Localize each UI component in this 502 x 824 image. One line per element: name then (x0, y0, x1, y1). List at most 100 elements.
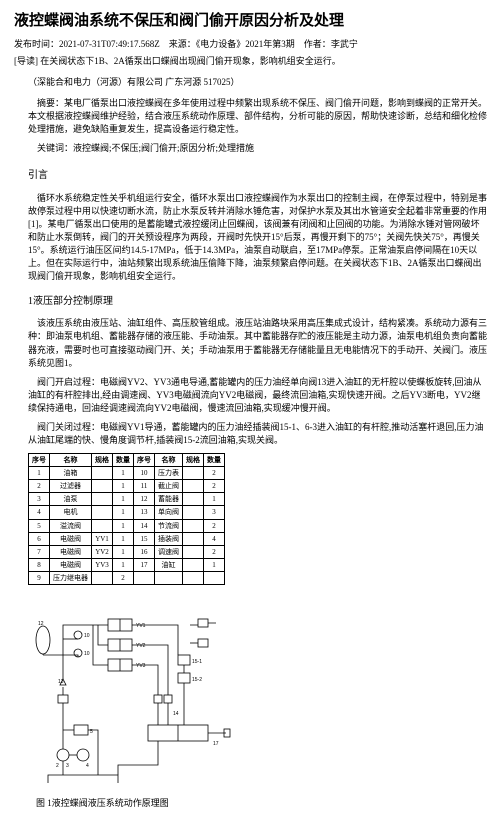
table-cell (92, 506, 113, 519)
table-header-cell: 名称 (50, 453, 92, 466)
table-cell: 插装阀 (155, 532, 183, 545)
table-cell: 压力继电器 (50, 572, 92, 585)
table-cell: 2 (204, 480, 225, 493)
svg-text:17: 17 (213, 741, 219, 747)
author-label: 作者： (304, 39, 331, 49)
table-cell: 16 (134, 545, 155, 558)
intro-heading: 引言 (28, 169, 488, 184)
svg-text:10: 10 (84, 651, 90, 657)
svg-text:5: 5 (90, 729, 93, 735)
table-cell: 油泵 (50, 493, 92, 506)
table-cell (204, 572, 225, 585)
table-cell: 4 (29, 506, 50, 519)
table-cell (183, 506, 204, 519)
table-cell: 1 (113, 493, 134, 506)
table-cell (183, 493, 204, 506)
table-cell: 1 (29, 466, 50, 479)
intro-paragraph: 循环水系统稳定性关乎机组运行安全，循环水泵出口液控蝶阀作为水泵出口的控制主阀，在… (28, 192, 488, 283)
table-cell: 节流阀 (155, 519, 183, 532)
s1-p3-body: 阀门关闭过程：电磁阀YV1导通，蓄能罐内的压力油经插装阀15-1、6-3进入油缸… (28, 422, 484, 445)
s1-p1: 该液压系统由液压站、油缸组件、高压胶管组成。液压站油路块采用高压集成式设计，结构… (28, 317, 488, 369)
keywords-block: 关键词：液控蝶阀;不保压;阀门偷开;原因分析;处理措施 (28, 142, 488, 155)
table-header-cell: 数量 (113, 453, 134, 466)
table-cell: YV3 (92, 558, 113, 571)
pub-time: 2021-07-31T07:49:17.568Z (59, 39, 160, 49)
table-cell: 14 (134, 519, 155, 532)
table-cell (183, 532, 204, 545)
table-cell: 1 (113, 558, 134, 571)
table-cell (92, 480, 113, 493)
s1-heading: 1液压部分控制原理 (28, 295, 488, 310)
table-row: 3油泵112蓄能器1 (29, 493, 225, 506)
table-header-cell: 规格 (183, 453, 204, 466)
table-cell: 7 (29, 545, 50, 558)
svg-text:YV3: YV3 (136, 663, 146, 669)
table-cell: 1 (204, 558, 225, 571)
svg-text:15-2: 15-2 (192, 677, 202, 683)
abstract-body: 某电厂循泵出口液控蝶阀在多年使用过程中频繁出现系统不保压、阀门偷开问题，影响到蝶… (28, 98, 487, 134)
table-cell: 1 (113, 466, 134, 479)
table-cell (183, 572, 204, 585)
table-cell: 电磁阀 (50, 532, 92, 545)
table-cell: 4 (204, 532, 225, 545)
table-cell: 1 (113, 532, 134, 545)
table-cell: 17 (134, 558, 155, 571)
table-header-cell: 数量 (204, 453, 225, 466)
table-cell: 油箱 (50, 466, 92, 479)
table-cell (183, 519, 204, 532)
table-header-cell: 序号 (134, 453, 155, 466)
table-cell: 13 (134, 506, 155, 519)
hydraulic-schematic-svg: 12 10 10 2 3 4 5 YV1 YV2 YV3 15-1 15-2 1… (28, 595, 238, 795)
abstract-block: 摘要：某电厂循泵出口液控蝶阀在多年使用过程中频繁出现系统不保压、阀门偷开问题，影… (28, 97, 488, 136)
svg-text:YV1: YV1 (136, 623, 146, 629)
article-title: 液控蝶阀油系统不保压和阀门偷开原因分析及处理 (14, 10, 488, 32)
table-cell: 10 (134, 466, 155, 479)
table-row: 1油箱110压力表2 (29, 466, 225, 479)
table-cell: 3 (204, 506, 225, 519)
svg-text:3: 3 (66, 763, 69, 769)
table-cell: YV1 (92, 532, 113, 545)
table-cell (134, 572, 155, 585)
svg-text:15-1: 15-1 (192, 659, 202, 665)
lead-note: [导读] 在关阀状态下1B、2A循泵出口蝶阀出现阀门偷开现象，影响机组安全运行。 (14, 55, 488, 68)
keywords-label: 关键词： (37, 143, 73, 153)
svg-text:4: 4 (86, 763, 89, 769)
svg-text:13: 13 (58, 679, 64, 685)
table-cell (183, 480, 204, 493)
s1-p2-body: 阀门开启过程：电磁阀YV2、YV3通电导通,蓄能罐内的压力油经单向阀13进入油缸… (28, 377, 482, 413)
source-value: 《电力设备》2021年第3期 (196, 39, 295, 49)
parts-table: 序号名称规格数量序号名称规格数量 1油箱110压力表22过滤器111截止阀23油… (28, 453, 225, 585)
table-cell: 12 (134, 493, 155, 506)
table-cell (92, 572, 113, 585)
table-cell: 截止阀 (155, 480, 183, 493)
hydraulic-schematic-figure: 12 10 10 2 3 4 5 YV1 YV2 YV3 15-1 15-2 1… (28, 595, 238, 795)
table-row: 8电磁阀YV3117油缸1 (29, 558, 225, 571)
table-cell: 2 (204, 519, 225, 532)
table-row: 9压力继电器 2 (29, 572, 225, 585)
table-cell: 1 (113, 480, 134, 493)
table-row: 2过滤器111截止阀2 (29, 480, 225, 493)
table-cell: 油缸 (155, 558, 183, 571)
table-cell (92, 519, 113, 532)
table-cell: YV2 (92, 545, 113, 558)
meta-row: 发布时间：2021-07-31T07:49:17.568Z 来源：《电力设备》2… (14, 38, 488, 51)
table-row: 4电机113单向阀3 (29, 506, 225, 519)
table-cell: 1 (113, 506, 134, 519)
table-row: 6电磁阀YV1115插装阀4 (29, 532, 225, 545)
table-cell: 5 (29, 519, 50, 532)
svg-text:12: 12 (38, 621, 44, 627)
table-cell: 1 (113, 545, 134, 558)
table-cell (183, 558, 204, 571)
table-cell: 蓄能器 (155, 493, 183, 506)
table-cell: 2 (29, 480, 50, 493)
table-header-cell: 规格 (92, 453, 113, 466)
table-cell: 2 (113, 572, 134, 585)
figure1-caption: 图 1液控蝶阀液压系统动作原理图 (36, 797, 488, 810)
svg-text:10: 10 (84, 633, 90, 639)
keywords-body: 液控蝶阀;不保压;阀门偷开;原因分析;处理措施 (73, 143, 254, 153)
table-cell: 3 (29, 493, 50, 506)
source-label: 来源： (169, 39, 196, 49)
table-cell: 9 (29, 572, 50, 585)
table-cell: 调速阀 (155, 545, 183, 558)
table-cell (183, 545, 204, 558)
